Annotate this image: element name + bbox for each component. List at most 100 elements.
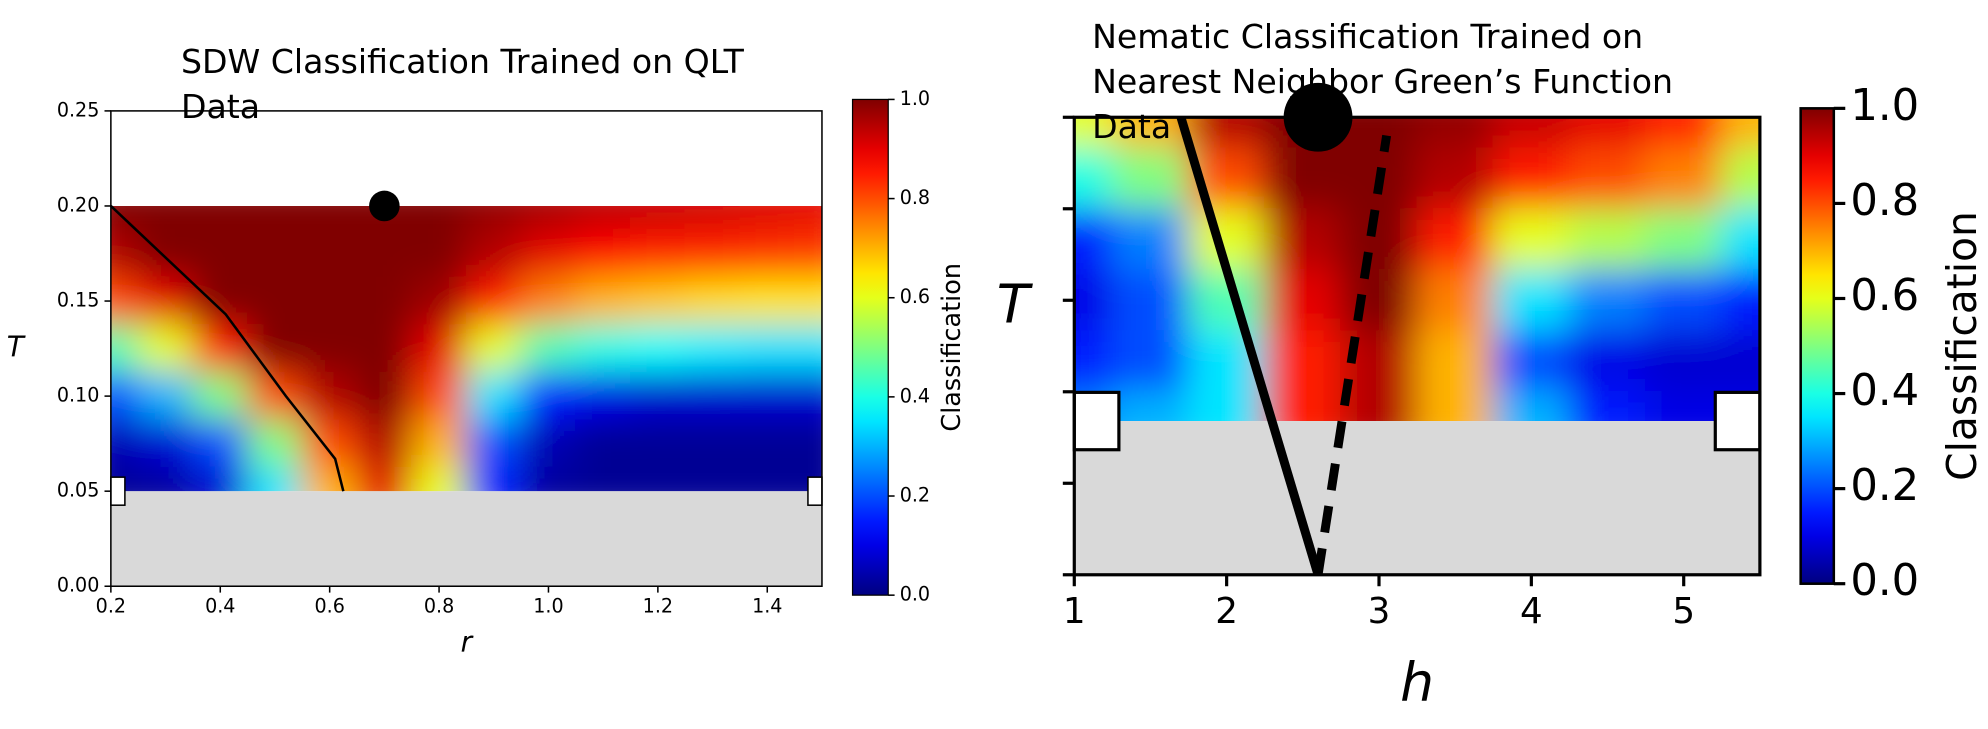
heatmap-cell xyxy=(356,371,413,421)
heatmap-cell xyxy=(465,466,522,492)
boundary-line xyxy=(1313,134,1392,576)
colorbar-tick-label: 0.8 xyxy=(1850,176,1919,226)
heatmap-cell xyxy=(575,371,632,421)
heatmap-cell xyxy=(465,371,522,421)
heatmap-cell xyxy=(356,229,413,278)
x-axis-label: r xyxy=(461,626,474,659)
y-tick-label: 0.05 xyxy=(57,479,100,502)
heatmap-cell xyxy=(110,276,139,326)
heatmap-cell xyxy=(465,229,522,278)
heatmap-cell xyxy=(1264,390,1342,422)
heatmap-cell xyxy=(110,229,139,278)
heatmap-cell xyxy=(1721,330,1760,392)
x-tick-label: 0.2 xyxy=(96,594,126,617)
heatmap-cell xyxy=(520,229,577,278)
y-axis-label: T xyxy=(997,272,1034,335)
heatmap-cell xyxy=(1644,330,1723,392)
chart-title: Nematic Classification Trained on xyxy=(1092,17,1643,56)
heatmap-cell xyxy=(520,466,577,492)
heatmap-cell xyxy=(356,276,413,326)
y-tick-label: 0.00 xyxy=(57,574,100,597)
colorbar-tick-label: 0.2 xyxy=(1850,461,1919,511)
x-tick-label: 1 xyxy=(1063,591,1086,632)
colorbar-tick-label: 0.2 xyxy=(900,484,930,507)
chart: 1 2 3 4 5 h T Nematic Classification Trained on… xyxy=(997,17,1986,714)
heatmap-cell xyxy=(301,205,358,231)
heatmap-cell xyxy=(465,276,522,326)
heatmap-cell xyxy=(739,205,796,231)
heatmap-cell xyxy=(1187,117,1266,149)
heatmap-cells xyxy=(110,205,822,492)
colorbar-label: Classification xyxy=(937,263,967,432)
heatmap-cell xyxy=(192,466,249,492)
x-tick-label: 1.0 xyxy=(533,594,563,617)
heatmap-cell xyxy=(1111,208,1190,271)
heatmap-cell xyxy=(137,419,194,469)
heatmap-cell xyxy=(520,419,577,469)
heatmap-cell xyxy=(684,324,741,373)
boundary-line xyxy=(1176,115,1323,577)
heatmap-cell xyxy=(1492,330,1571,392)
heatmap-cell xyxy=(739,324,796,373)
heatmap-cell xyxy=(575,205,632,231)
x-tick-label: 0.4 xyxy=(205,594,235,617)
heatmap-cell xyxy=(629,276,686,326)
heatmap-cell xyxy=(1644,208,1723,271)
heatmap-cell xyxy=(1340,268,1418,332)
heatmap-cell xyxy=(629,205,686,231)
colorbar-tick-label: 0.6 xyxy=(1850,271,1919,321)
heatmap-cell xyxy=(192,276,249,326)
heatmap-cell xyxy=(1721,117,1760,149)
heatmap-cell xyxy=(1111,147,1190,210)
heatmap-cell xyxy=(301,324,358,373)
point xyxy=(369,190,400,222)
axes-frame xyxy=(1072,115,1762,577)
heatmap-cell xyxy=(1264,268,1342,332)
heatmap-cell xyxy=(1340,390,1418,422)
colorbar-tick-label: 0.4 xyxy=(900,384,930,407)
heatmap-cell xyxy=(1187,390,1266,422)
x-tick-label: 4 xyxy=(1520,591,1543,632)
heatmap-cell xyxy=(1568,117,1647,149)
edge-marker xyxy=(1072,390,1121,452)
heatmap-cell xyxy=(192,229,249,278)
heatmap-cell xyxy=(629,229,686,278)
heatmap-cell xyxy=(356,466,413,492)
y-tick-label: 0.15 xyxy=(57,289,100,312)
chart-title: Data xyxy=(1092,107,1171,146)
heatmap-cell xyxy=(1111,330,1190,392)
y-tick-label: 0.20 xyxy=(57,193,100,216)
heatmap-cell xyxy=(684,276,741,326)
heatmap-cell xyxy=(1111,268,1190,332)
boundary-line xyxy=(109,205,345,492)
heatmap-cell xyxy=(1074,330,1114,392)
heatmap-cell xyxy=(1416,147,1494,210)
heatmap-cell xyxy=(1568,390,1647,422)
heatmap-cell xyxy=(739,466,796,492)
heatmap-cell xyxy=(1111,117,1190,149)
heatmap-cell xyxy=(1340,208,1418,271)
x-tick-label: 0.8 xyxy=(424,594,454,617)
heatmap-cell xyxy=(246,324,303,373)
heatmap-cell xyxy=(793,371,822,421)
heatmap-cell xyxy=(411,229,468,278)
heatmap-cell xyxy=(1644,117,1723,149)
heatmap-cell xyxy=(465,419,522,469)
heatmap-cell xyxy=(1492,117,1571,149)
heatmap-cell xyxy=(110,419,139,469)
heatmap-cell xyxy=(520,324,577,373)
heatmap-cell xyxy=(629,419,686,469)
heatmap-cell xyxy=(192,419,249,469)
heatmap-cell xyxy=(137,466,194,492)
x-tick-label: 5 xyxy=(1672,591,1695,632)
no-data-region xyxy=(1074,421,1760,575)
y-tick-label: 0.25 xyxy=(57,98,100,121)
x-tick-label: 2 xyxy=(1215,591,1238,632)
heatmap-cell xyxy=(1074,117,1114,149)
heatmap-cell xyxy=(137,229,194,278)
chart-title: Nearest Neighbor Green’s Function xyxy=(1092,62,1673,101)
heatmap-cell xyxy=(1111,390,1190,422)
axes-frame xyxy=(110,110,823,588)
heatmap-cell xyxy=(411,205,468,231)
colorbar-tick-label: 1.0 xyxy=(900,87,930,110)
